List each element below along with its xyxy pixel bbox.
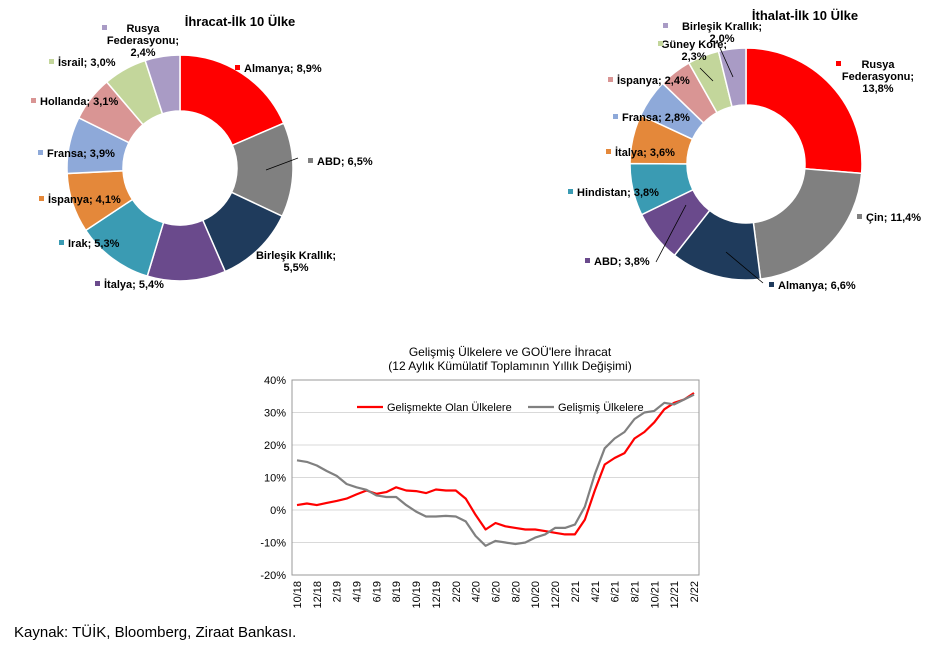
legend-marker <box>658 41 663 46</box>
slice-label: ABD; 3,8% <box>594 256 650 268</box>
x-tick-label: 2/20 <box>451 581 463 602</box>
y-tick-label: 40% <box>264 375 286 387</box>
export-top10-donut-chart: İhracat-İlk 10 Ülke Almanya; 8,9% ABD; 6,5… <box>31 14 373 291</box>
series-line <box>296 392 695 536</box>
legend-marker <box>102 25 107 30</box>
legend-marker <box>836 61 841 66</box>
exports-growth-line-chart: Gelişmiş Ülkelere ve GOÜ'lere İhracat(12… <box>260 345 701 609</box>
legend-marker <box>608 77 613 82</box>
legend-marker <box>606 149 611 154</box>
legend-marker <box>59 240 64 245</box>
slice-label: İsrail; 3,0% <box>58 56 116 69</box>
legend-marker <box>308 158 313 163</box>
line-chart-title: Gelişmiş Ülkelere ve GOÜ'lere İhracat <box>409 345 612 359</box>
y-tick-label: -10% <box>260 538 286 550</box>
slice-label: Hindistan; 3,8% <box>577 187 659 199</box>
slice-label: Birleşik Krallık; 5,5% <box>256 250 336 274</box>
pie-title: İhracat-İlk 10 Ülke <box>185 14 296 29</box>
x-tick-label: 2/19 <box>332 581 344 602</box>
source-note: Kaynak: TÜİK, Bloomberg, Ziraat Bankası. <box>14 624 297 641</box>
slice-label: İspanya; 4,1% <box>48 193 121 206</box>
legend-marker <box>31 98 36 103</box>
line-chart-title: (12 Aylık Kümülatif Toplamının Yıllık De… <box>388 359 631 373</box>
y-tick-label: 20% <box>264 440 286 452</box>
x-tick-label: 12/21 <box>669 581 681 609</box>
legend-marker <box>49 59 54 64</box>
x-tick-label: 12/18 <box>312 581 324 609</box>
slice-label: Rusya Federasyonu; 2,4% <box>107 23 179 59</box>
y-tick-label: 0% <box>270 505 286 517</box>
slice-label: Güney Kore; 2,3% <box>661 39 727 63</box>
legend-marker <box>857 214 862 219</box>
slice-label: Rusya Federasyonu; 13,8% <box>842 59 914 95</box>
series-line <box>296 393 695 547</box>
x-tick-label: 4/20 <box>471 581 483 602</box>
x-tick-label: 8/19 <box>391 581 403 602</box>
pie-slice <box>717 47 747 108</box>
legend-marker <box>568 189 573 194</box>
leader-line <box>265 157 299 171</box>
slice-label: Almanya; 8,9% <box>244 63 322 75</box>
x-tick-label: 2/21 <box>570 581 582 602</box>
slice-label: ABD; 6,5% <box>317 156 373 168</box>
y-tick-label: 30% <box>264 408 286 420</box>
legend-label: Gelişmiş Ülkelere <box>558 402 644 414</box>
x-tick-label: 8/21 <box>629 581 641 602</box>
x-tick-label: 6/20 <box>491 581 503 602</box>
slice-label: İspanya; 2,4% <box>617 74 690 87</box>
pie-slice <box>752 167 863 280</box>
x-tick-label: 12/19 <box>431 581 443 609</box>
slice-label: Fransa; 3,9% <box>47 148 115 160</box>
slice-label: Irak; 5,3% <box>68 238 120 250</box>
legend-marker <box>95 281 100 286</box>
y-tick-label: -20% <box>260 570 286 582</box>
pie-slice <box>745 47 863 175</box>
x-tick-label: 10/20 <box>530 581 542 609</box>
slice-label: Hollanda; 3,1% <box>40 96 118 108</box>
slice-label: Fransa; 2,8% <box>622 112 690 124</box>
y-tick-label: 10% <box>264 473 286 485</box>
leader-line <box>699 67 714 82</box>
legend-marker <box>769 282 774 287</box>
import-top10-donut-chart: İthalat-İlk 10 Ülke Rusya Federasyonu; 13,8… <box>568 8 921 292</box>
x-tick-label: 8/20 <box>510 581 522 602</box>
legend-marker <box>585 258 590 263</box>
slice-label: Almanya; 6,6% <box>778 280 856 292</box>
legend-marker <box>39 196 44 201</box>
slice-label: Çin; 11,4% <box>866 212 921 224</box>
x-tick-label: 4/21 <box>590 581 602 602</box>
legend-marker <box>663 23 668 28</box>
leader-line <box>655 204 687 263</box>
pie-slice <box>144 54 181 115</box>
legend-label: Gelişmekte Olan Ülkelere <box>387 402 512 414</box>
x-tick-label: 10/18 <box>292 581 304 609</box>
legend-marker <box>235 65 240 70</box>
legend-marker <box>38 150 43 155</box>
x-tick-label: 6/19 <box>371 581 383 602</box>
leader-line <box>725 251 764 284</box>
plot-area <box>291 379 700 576</box>
x-tick-label: 10/19 <box>411 581 423 609</box>
slice-label: İtalya; 5,4% <box>104 278 164 291</box>
slice-label: İtalya; 3,6% <box>615 146 675 159</box>
legend-marker <box>613 114 618 119</box>
x-tick-label: 12/20 <box>550 581 562 609</box>
slice-label: Birleşik Krallık; 2,0% <box>682 21 762 45</box>
x-tick-label: 10/21 <box>649 581 661 609</box>
x-tick-label: 2/22 <box>689 581 701 602</box>
x-tick-label: 4/19 <box>352 581 364 602</box>
x-tick-label: 6/21 <box>610 581 622 602</box>
leader-line <box>719 47 734 78</box>
pie-title: İthalat-İlk 10 Ülke <box>752 8 858 23</box>
